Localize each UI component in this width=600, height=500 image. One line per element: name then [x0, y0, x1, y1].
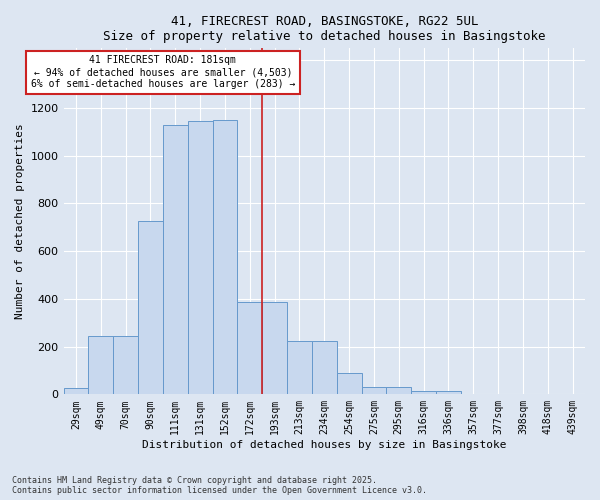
Title: 41, FIRECREST ROAD, BASINGSTOKE, RG22 5UL
Size of property relative to detached : 41, FIRECREST ROAD, BASINGSTOKE, RG22 5U… — [103, 15, 545, 43]
X-axis label: Distribution of detached houses by size in Basingstoke: Distribution of detached houses by size … — [142, 440, 506, 450]
Bar — [163, 124, 188, 394]
Bar — [386, 387, 411, 394]
Text: Contains HM Land Registry data © Crown copyright and database right 2025.
Contai: Contains HM Land Registry data © Crown c… — [12, 476, 427, 495]
Bar — [411, 391, 436, 394]
Bar — [113, 336, 138, 394]
Bar — [287, 340, 312, 394]
Y-axis label: Number of detached properties: Number of detached properties — [15, 124, 25, 319]
Text: 41 FIRECREST ROAD: 181sqm
← 94% of detached houses are smaller (4,503)
6% of sem: 41 FIRECREST ROAD: 181sqm ← 94% of detac… — [31, 56, 295, 88]
Bar — [88, 336, 113, 394]
Bar — [337, 374, 362, 394]
Bar — [188, 121, 212, 394]
Bar — [312, 340, 337, 394]
Bar — [362, 387, 386, 394]
Bar — [436, 391, 461, 394]
Bar — [138, 222, 163, 394]
Bar — [238, 302, 262, 394]
Bar — [262, 302, 287, 394]
Bar — [212, 120, 238, 394]
Bar — [64, 388, 88, 394]
